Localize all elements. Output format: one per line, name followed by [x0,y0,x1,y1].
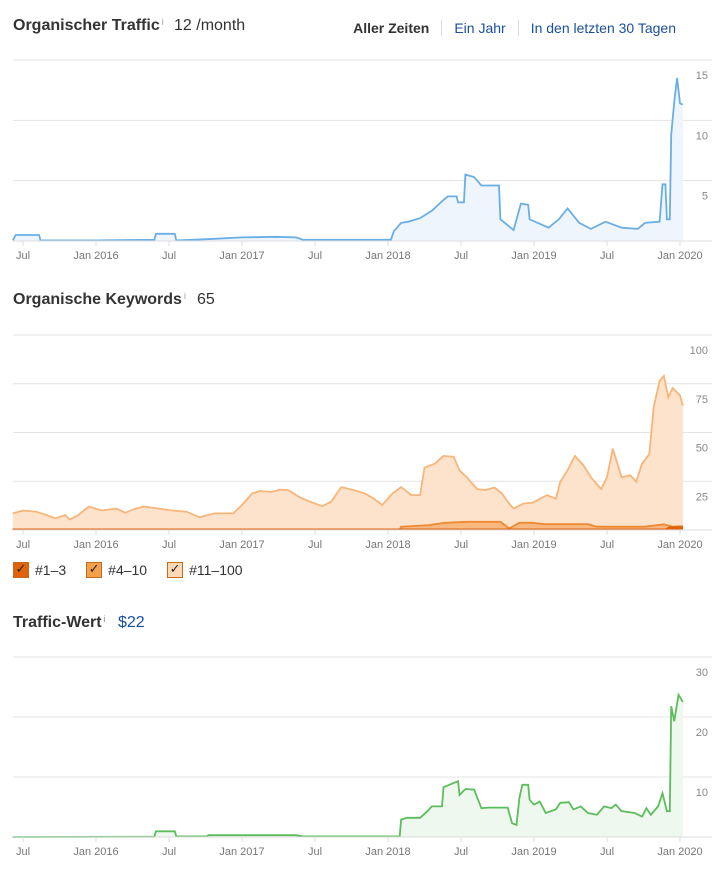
x-tick-label: Jul [454,846,468,858]
traffic-chart: 5 10 15 Jul Jan 2016 Jul Jan 2017 Jul Jan 2018 Ju… [12,59,712,262]
value-title: Traffic-Wert i [13,614,106,632]
x-tick-label: Jan 2019 [511,250,556,262]
info-icon[interactable]: i [183,291,186,301]
series-line [12,520,683,531]
y-tick-label: 25 [696,491,708,503]
series-line [12,373,684,521]
x-tick-label: Jan 2017 [219,250,264,262]
info-icon[interactable]: i [103,614,106,624]
time-range-selector: Aller Zeiten Ein Jahr In den letzten 30 … [341,20,688,36]
x-tick-label: Jul [454,250,468,262]
x-tick-label: Jul [308,846,322,858]
series-line [12,526,683,531]
x-tick-label: Jan 2016 [73,846,118,858]
y-tick-label: 50 [696,443,708,455]
x-tick-label: Jan 2018 [365,539,410,551]
checkbox-checked-icon[interactable]: ✓ [167,562,184,578]
keywords-metric: 65 [197,291,215,308]
y-tick-label: 15 [696,70,708,82]
series-area [12,375,683,530]
range-one-year[interactable]: Ein Jahr [441,20,517,36]
x-tick-label: Jan 2016 [73,250,118,262]
x-tick-label: Jan 2018 [365,250,410,262]
legend-item-11-100[interactable]: ✓ #11–100 [167,562,243,578]
x-tick-label: Jul [600,539,614,551]
keywords-title: Organische Keywords i [13,291,186,309]
series-area [12,521,683,530]
x-tick-label: Jul [16,846,30,858]
series-area [12,694,683,837]
x-tick-label: Jan 2019 [511,846,556,858]
value-chart: 10 20 30 Jul Jan 2016 Jul Jan 2017 Jul Jan 2018 J… [12,656,712,858]
y-tick-label: 5 [702,191,708,203]
x-tick-label: Jan 2020 [657,846,702,858]
value-metric: $22 [118,614,145,631]
value-title-text: Traffic-Wert [13,614,102,631]
legend-item-4-10[interactable]: ✓ #4–10 [86,562,147,578]
x-tick-label: Jan 2019 [511,539,556,551]
info-icon[interactable]: i [161,17,164,27]
checkbox-checked-icon[interactable]: ✓ [86,562,103,578]
x-tick-label: Jan 2020 [657,250,702,262]
series-line [12,692,684,838]
legend-label: #11–100 [189,562,243,578]
traffic-title-text: Organischer Traffic [13,17,160,34]
x-tick-label: Jul [308,250,322,262]
x-tick-label: Jan 2018 [365,846,410,858]
keywords-legend: ✓ #1–3 ✓ #4–10 ✓ #11–100 [13,562,263,578]
y-tick-label: 75 [696,394,708,406]
x-tick-label: Jul [308,539,322,551]
x-tick-label: Jul [162,539,176,551]
traffic-title: Organischer Traffic i [13,17,164,35]
series-area [12,78,683,241]
y-tick-label: 100 [690,345,708,357]
checkbox-checked-icon[interactable]: ✓ [13,562,29,578]
keywords-chart: 25 50 75 100 Jul Jan 2016 Jul Jan 2017 Jul Jan 20… [12,334,712,551]
x-tick-label: Jul [162,846,176,858]
series-line [12,77,684,242]
traffic-metric: 12 /month [174,17,246,34]
x-tick-label: Jan 2020 [657,539,702,551]
range-last-30-days[interactable]: In den letzten 30 Tagen [517,20,688,36]
x-tick-label: Jan 2017 [219,846,264,858]
y-tick-label: 20 [696,727,708,739]
x-tick-label: Jul [16,250,30,262]
keywords-title-text: Organische Keywords [13,291,182,308]
x-tick-label: Jan 2017 [219,539,264,551]
y-tick-label: 30 [696,667,708,679]
y-tick-label: 10 [696,130,708,142]
x-tick-label: Jan 2016 [73,539,118,551]
x-tick-label: Jul [16,539,30,551]
range-all-time[interactable]: Aller Zeiten [353,20,430,36]
x-tick-label: Jul [600,846,614,858]
y-tick-label: 10 [696,787,708,799]
legend-item-1-3[interactable]: ✓ #1–3 [13,562,66,578]
x-tick-label: Jul [600,250,614,262]
legend-label: #1–3 [35,562,67,578]
legend-label: #4–10 [108,562,148,578]
x-tick-label: Jul [162,250,176,262]
x-tick-label: Jul [454,539,468,551]
